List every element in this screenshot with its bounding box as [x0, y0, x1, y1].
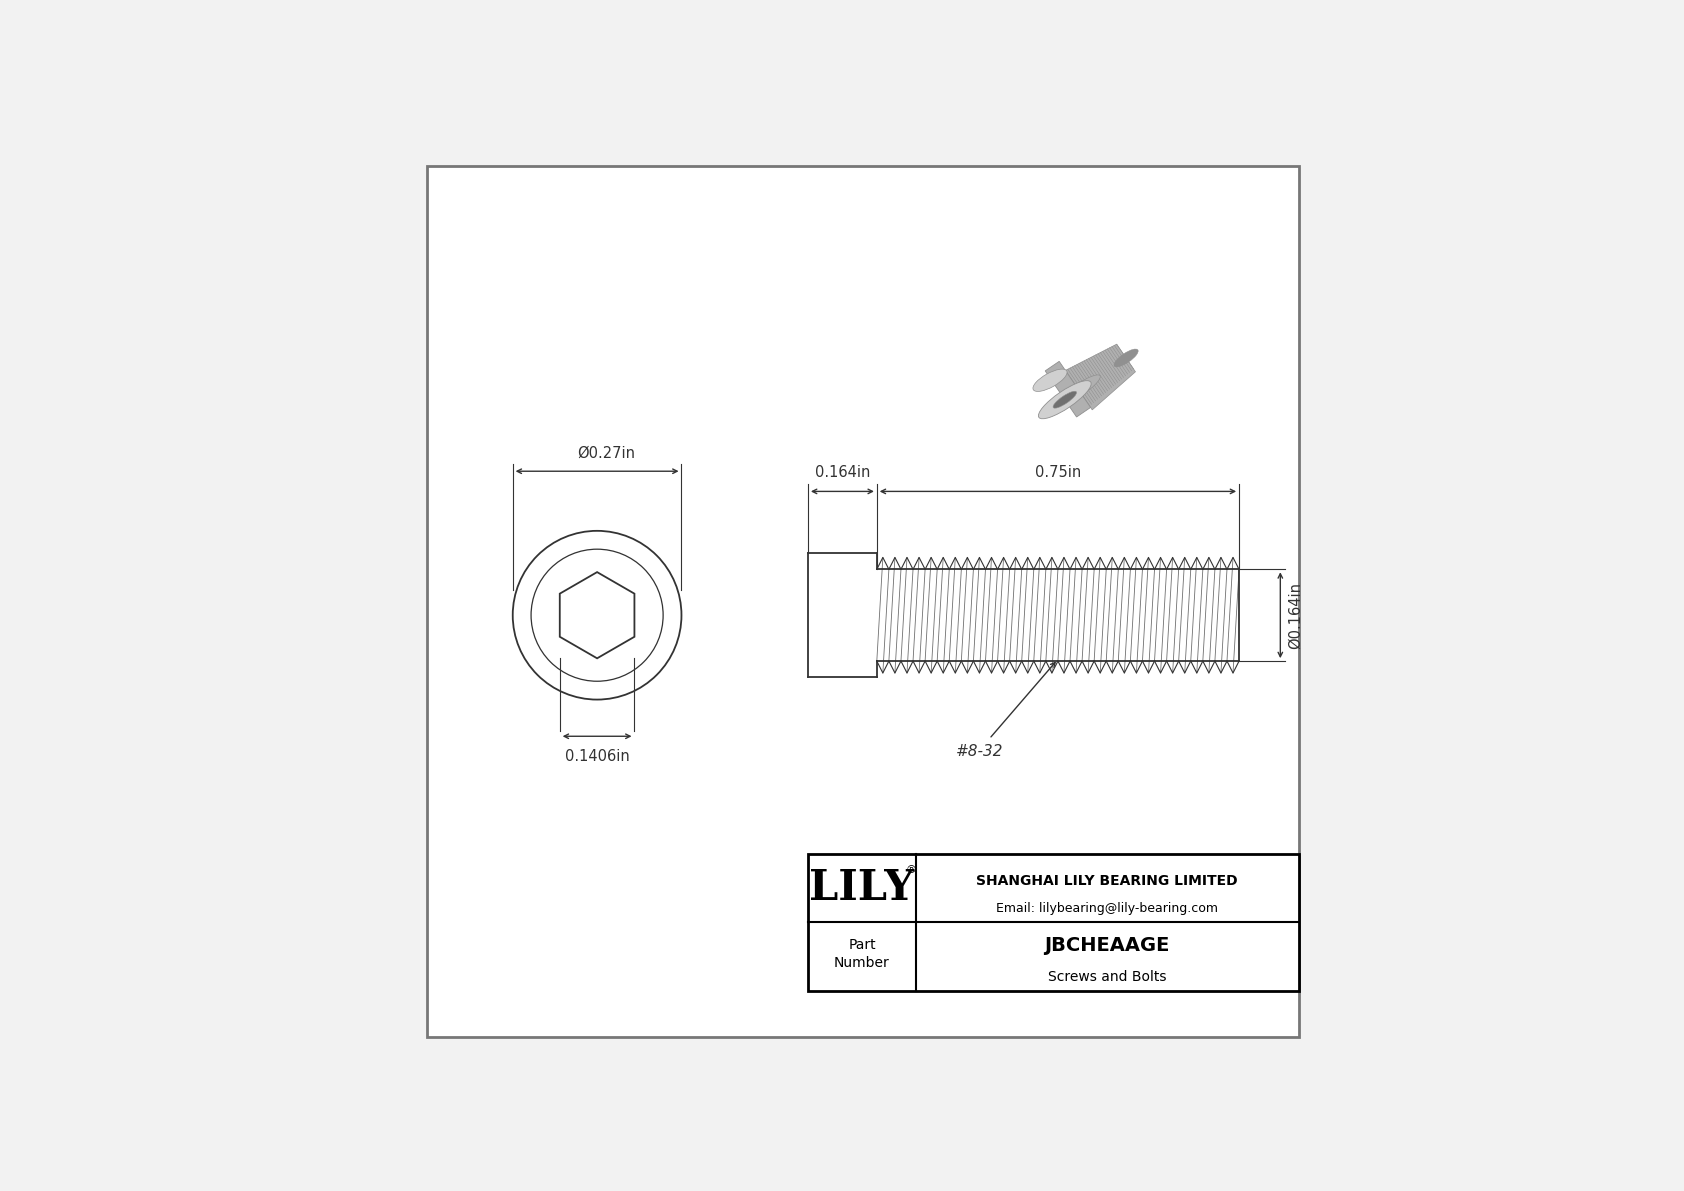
Text: JBCHEAAGE: JBCHEAAGE — [1044, 936, 1170, 955]
Text: 0.1406in: 0.1406in — [564, 749, 630, 765]
Ellipse shape — [1039, 381, 1091, 419]
Text: Email: lilybearing@lily-bearing.com: Email: lilybearing@lily-bearing.com — [997, 902, 1218, 915]
Ellipse shape — [1052, 391, 1076, 409]
Bar — [808, 854, 1298, 991]
Ellipse shape — [1113, 349, 1138, 367]
Polygon shape — [1066, 344, 1135, 410]
Text: ®: ® — [906, 865, 916, 875]
Text: #8-32: #8-32 — [957, 743, 1004, 759]
Polygon shape — [1046, 361, 1091, 417]
Text: Ø0.27in: Ø0.27in — [578, 445, 635, 460]
Ellipse shape — [1056, 375, 1100, 407]
Text: SHANGHAI LILY BEARING LIMITED: SHANGHAI LILY BEARING LIMITED — [977, 874, 1238, 888]
Text: Screws and Bolts: Screws and Bolts — [1047, 971, 1167, 985]
Text: 0.75in: 0.75in — [1034, 466, 1081, 480]
Ellipse shape — [1032, 369, 1068, 392]
Text: LILY: LILY — [810, 867, 914, 909]
Text: Ø0.164in: Ø0.164in — [1288, 581, 1303, 649]
Text: 0.164in: 0.164in — [815, 466, 871, 480]
Text: Part
Number: Part Number — [834, 937, 889, 971]
